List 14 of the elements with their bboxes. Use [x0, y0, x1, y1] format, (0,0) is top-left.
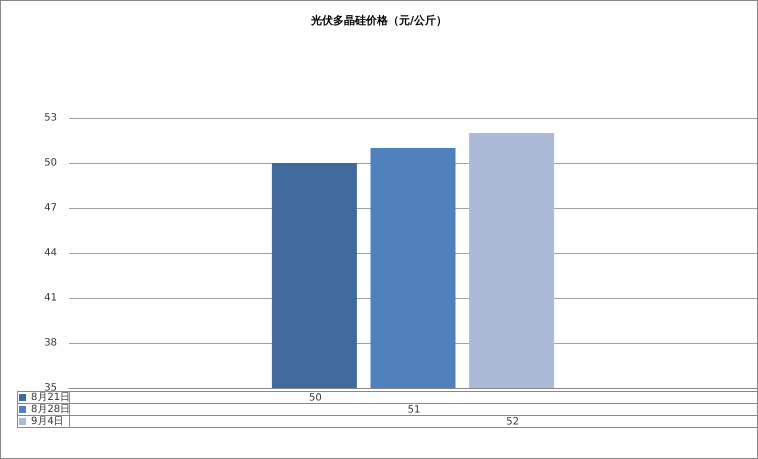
legend-label: 9月4日 — [31, 416, 64, 427]
y-tick-label: 47 — [44, 202, 57, 214]
y-tick-label: 50 — [44, 158, 57, 168]
y-tick-label: 35 — [44, 382, 57, 394]
legend-label: 8月28日 — [31, 404, 70, 415]
chart-title: 光伏多晶硅价格（元/公斤） — [310, 14, 448, 27]
y-tick-label: 53 — [44, 112, 57, 124]
y-tick-label: 41 — [44, 292, 57, 304]
data-label: 52 — [506, 416, 519, 427]
data-label: 51 — [408, 404, 420, 415]
data-label: 50 — [309, 392, 322, 403]
y-tick-label: 38 — [44, 338, 57, 348]
legend-label: 8月21日 — [31, 392, 70, 403]
y-tick-label: 44 — [44, 248, 57, 258]
